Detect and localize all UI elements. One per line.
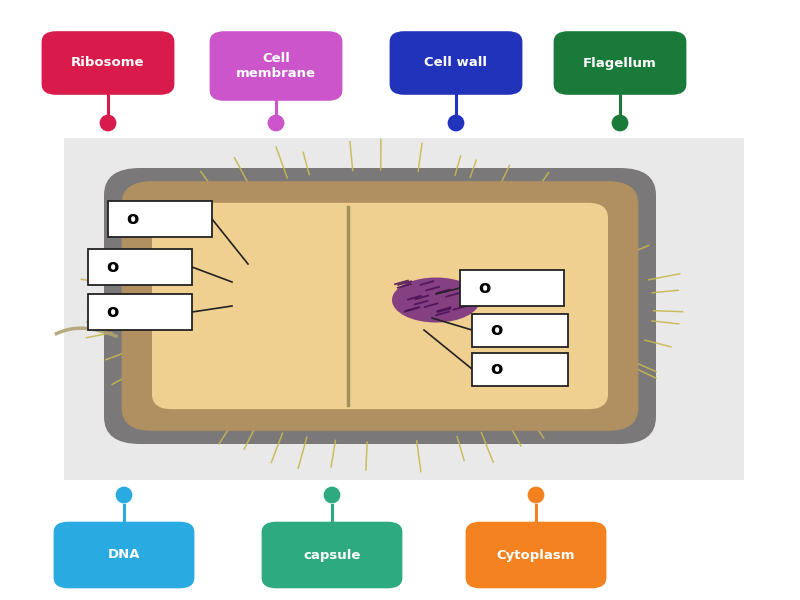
FancyBboxPatch shape (390, 31, 522, 95)
Ellipse shape (115, 487, 133, 503)
FancyBboxPatch shape (210, 31, 342, 101)
Text: o: o (126, 210, 138, 228)
FancyBboxPatch shape (64, 138, 744, 480)
Ellipse shape (392, 277, 480, 323)
Text: o: o (490, 321, 502, 339)
FancyBboxPatch shape (88, 294, 192, 330)
Text: DNA: DNA (108, 548, 140, 562)
Text: Cytoplasm: Cytoplasm (497, 548, 575, 562)
FancyBboxPatch shape (460, 270, 564, 306)
FancyBboxPatch shape (88, 249, 192, 285)
FancyBboxPatch shape (262, 522, 402, 588)
Ellipse shape (99, 115, 117, 131)
Text: Cell
membrane: Cell membrane (236, 52, 316, 80)
Text: Flagellum: Flagellum (583, 56, 657, 70)
Text: Ribosome: Ribosome (71, 56, 145, 70)
FancyBboxPatch shape (108, 201, 212, 237)
FancyBboxPatch shape (472, 352, 568, 385)
FancyBboxPatch shape (54, 522, 194, 588)
Ellipse shape (612, 115, 629, 131)
Ellipse shape (448, 115, 464, 131)
FancyBboxPatch shape (122, 181, 638, 431)
Text: Cell wall: Cell wall (425, 56, 487, 70)
Ellipse shape (267, 115, 285, 131)
FancyBboxPatch shape (554, 31, 686, 95)
FancyBboxPatch shape (152, 203, 608, 409)
FancyBboxPatch shape (466, 522, 606, 588)
Ellipse shape (323, 487, 341, 503)
FancyBboxPatch shape (42, 31, 174, 95)
FancyBboxPatch shape (104, 168, 656, 444)
Text: o: o (478, 279, 490, 297)
FancyBboxPatch shape (472, 313, 568, 346)
Ellipse shape (528, 487, 544, 503)
Text: o: o (106, 303, 118, 321)
Text: o: o (490, 360, 502, 378)
Text: capsule: capsule (303, 548, 361, 562)
Text: o: o (106, 258, 118, 276)
